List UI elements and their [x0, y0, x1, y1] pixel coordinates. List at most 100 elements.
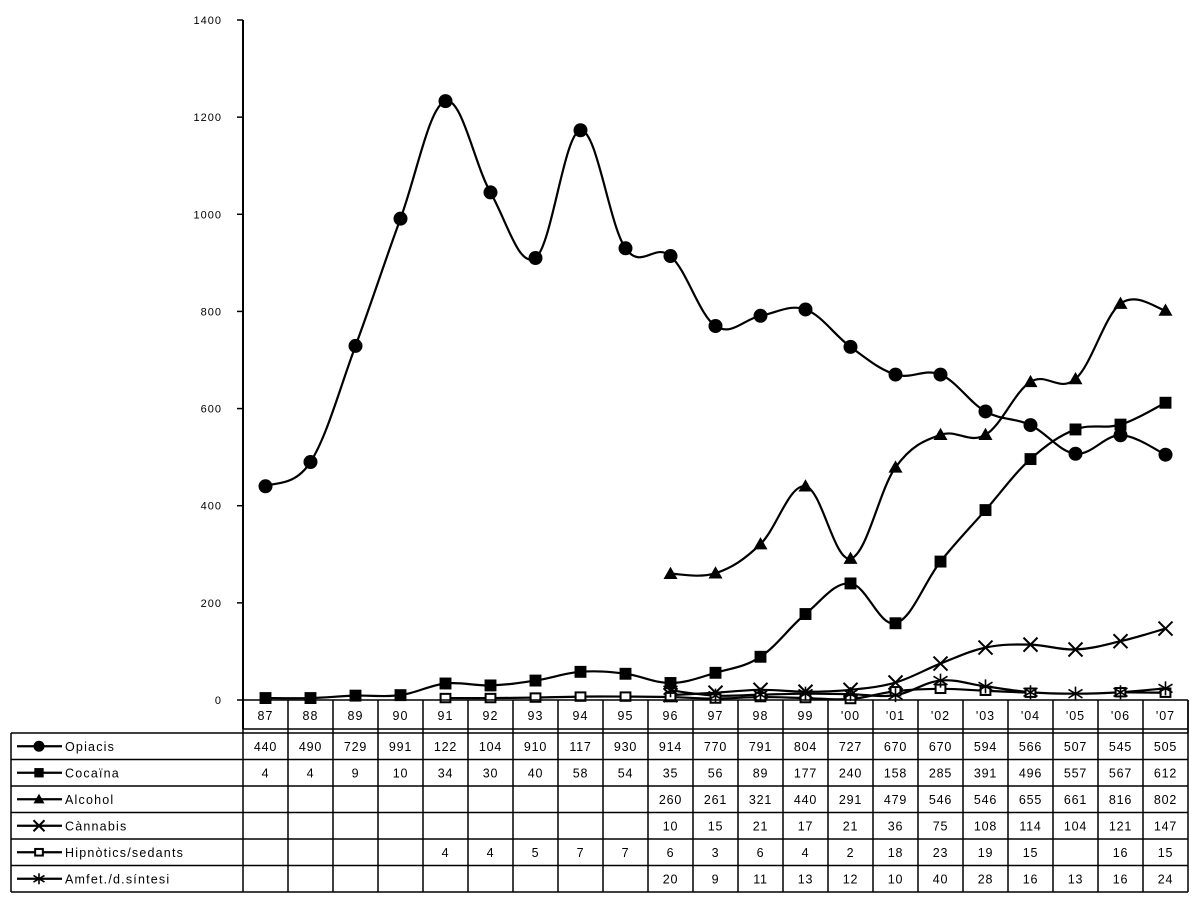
legend-key-marker	[34, 847, 44, 857]
table-cell-value: 10	[888, 872, 904, 886]
table-cell-value: 7	[622, 846, 630, 860]
x-tick-label: '07	[1156, 709, 1175, 723]
data-point-opiacis	[843, 339, 858, 354]
table-cell-value: 612	[1154, 766, 1177, 780]
data-point-opiacis	[888, 367, 903, 382]
table-cell-value: 505	[1154, 740, 1177, 754]
data-point-alcohol	[933, 427, 948, 441]
table-cell-value: 17	[798, 819, 814, 833]
table-cell-value: 18	[888, 846, 904, 860]
table-cell-value: 10	[393, 766, 409, 780]
table-cell-value: 910	[524, 740, 547, 754]
table-cell-value: 285	[929, 766, 952, 780]
x-tick-label: 98	[753, 709, 769, 723]
data-point-cocaina	[934, 555, 947, 568]
y-tick-label: 1200	[194, 112, 222, 124]
data-point-cocaina	[1024, 453, 1037, 466]
table-cell-value: 158	[884, 766, 907, 780]
table-cell-value: 11	[753, 872, 768, 886]
data-point-amfet-d-sintesi	[1068, 686, 1083, 701]
data-table: 87 88 89 90 91 92 93 94 95 96 97 98 99'00'01'02'03'0…	[10, 699, 1189, 893]
data-point-opiacis	[708, 319, 723, 333]
data-point-amfet-d-sintesi	[663, 683, 678, 698]
data-point-cocaina	[664, 677, 677, 689]
table-cell-value: 40	[933, 872, 949, 886]
data-point-cocaina	[259, 692, 272, 705]
data-point-opiacis	[438, 94, 453, 109]
legend-label: Hipnòtics/sedants	[65, 846, 184, 860]
table-cell-value: 594	[974, 740, 997, 754]
table-cell-value: 16	[1023, 872, 1039, 886]
table-cell-value: 4	[487, 846, 495, 860]
data-point-cannabis	[1022, 636, 1039, 653]
table-cell-value: 54	[618, 766, 634, 780]
table-cell-value: 4	[442, 846, 450, 860]
data-point-opiacis	[528, 251, 543, 265]
data-point-amfet-d-sintesi	[843, 687, 858, 702]
legend-key-marker	[33, 793, 45, 804]
data-point-amfet-d-sintesi	[1158, 681, 1173, 696]
table-cell-value: 391	[974, 766, 997, 780]
table-cell-value: 546	[974, 793, 997, 807]
data-point-hipnotics-sedants	[574, 691, 587, 702]
data-point-cannabis	[932, 655, 949, 672]
table-cell-value: 655	[1019, 793, 1042, 807]
table-cell-value: 566	[1019, 740, 1042, 754]
data-point-amfet-d-sintesi	[978, 679, 993, 694]
table-cell-value: 35	[663, 766, 679, 780]
table-cell-value: 24	[1158, 872, 1174, 886]
table-cell-value: 10	[663, 819, 679, 833]
x-tick-label: 91	[438, 709, 454, 723]
data-point-amfet-d-sintesi	[1023, 685, 1038, 700]
table-cell-value: 16	[1113, 872, 1129, 886]
data-point-alcohol	[843, 551, 858, 564]
table-cell-value: 9	[712, 872, 720, 886]
legend-label: Cànnabis	[65, 819, 127, 833]
series-line-alcohol	[670, 298, 1166, 577]
table-cell-value: 727	[839, 740, 862, 754]
table-cell-value: 440	[254, 740, 277, 754]
data-point-opiacis	[573, 123, 588, 138]
table-cell-value: 15	[1158, 846, 1174, 860]
y-tick-label: 200	[201, 598, 222, 610]
data-point-cocaina	[889, 617, 902, 630]
data-point-alcohol	[708, 566, 723, 579]
table-cell-value: 5	[532, 846, 540, 860]
table-cell-value: 28	[978, 872, 994, 886]
table-cell-value: 58	[573, 766, 589, 780]
table-cell-value: 291	[839, 793, 862, 807]
table-cell-value: 507	[1064, 740, 1087, 754]
data-point-cannabis	[977, 639, 994, 656]
legend-label: Cocaïna	[65, 766, 120, 780]
x-tick-label: '03	[976, 709, 995, 723]
x-tick-label: 99	[798, 709, 814, 723]
table-cell-value: 804	[794, 740, 817, 754]
data-point-opiacis	[1068, 446, 1083, 461]
x-tick-label: '06	[1111, 709, 1130, 723]
legend-key-marker	[33, 740, 45, 752]
data-point-opiacis	[978, 404, 993, 419]
data-point-cocaina	[1069, 423, 1082, 436]
data-point-cocaina	[799, 608, 812, 620]
x-tick-label: 95	[618, 709, 634, 723]
table-cell-value: 496	[1019, 766, 1042, 780]
y-tick-label: 600	[201, 404, 222, 416]
table-cell-value: 104	[1064, 819, 1087, 833]
data-point-hipnotics-sedants	[439, 692, 452, 704]
table-cell-value: 121	[1109, 819, 1132, 833]
y-tick-label: 400	[201, 501, 222, 513]
series-line-cannabis	[670, 627, 1166, 697]
data-point-alcohol	[978, 427, 993, 441]
table-cell-value: 40	[528, 766, 544, 780]
table-cell-value: 108	[974, 819, 997, 833]
y-tick-label: 800	[201, 306, 222, 318]
data-point-opiacis	[258, 479, 273, 494]
table-cell-value: 670	[884, 740, 907, 754]
table-cell-value: 75	[933, 819, 949, 833]
table-cell-value: 21	[753, 819, 769, 833]
data-point-opiacis	[393, 211, 408, 226]
x-tick-label: 89	[348, 709, 364, 723]
table-cell-value: 34	[438, 766, 454, 780]
data-point-cocaina	[349, 689, 362, 702]
table-cell-value: 490	[299, 740, 322, 754]
